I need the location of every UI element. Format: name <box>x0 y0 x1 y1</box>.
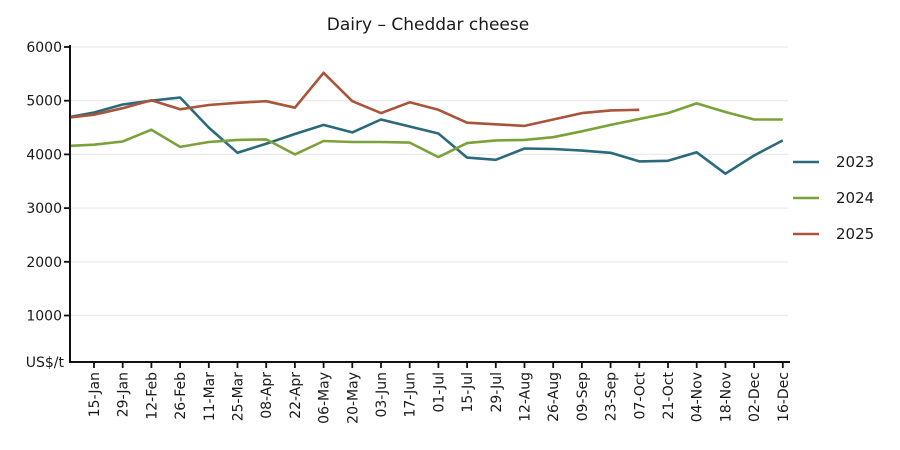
x-tick-label: 22-Apr <box>288 372 304 419</box>
legend: 2023 2024 2025 <box>793 153 874 243</box>
x-tick-label: 02-Dec <box>747 372 763 422</box>
plot-area: 6000 5000 4000 3000 2000 1000 15-Jan 29-Jan 12-F… <box>26 40 791 424</box>
x-tick-label: 26-Feb <box>173 372 189 420</box>
x-tick-label: 15-Jan <box>87 372 103 417</box>
x-tick-label: 04-Nov <box>690 372 706 422</box>
x-tick-label: 12-Feb <box>144 372 160 420</box>
x-tick-label: 15-Jul <box>460 372 476 413</box>
y-tick-label: 3000 <box>26 201 62 217</box>
legend-item-2023: 2023 <box>793 153 874 171</box>
x-tick-label: 29-Jul <box>489 372 505 413</box>
x-tick-label: 17-Jun <box>403 372 419 418</box>
x-tick-label: 11-Mar <box>202 372 218 422</box>
series-line-2024 <box>70 102 783 159</box>
x-tick-label: 08-Apr <box>259 372 275 419</box>
x-tick-label: 16-Dec <box>776 372 792 422</box>
x-tick-label: 20-May <box>345 372 361 424</box>
x-tick-label: 23-Sep <box>604 372 620 421</box>
series-line-2025 <box>70 71 640 128</box>
series-line-2023 <box>70 96 784 175</box>
y-axis-unit-label: US$/t <box>26 355 65 371</box>
x-tick-label: 12-Aug <box>518 372 534 422</box>
x-tick-label: 01-Jul <box>431 372 447 413</box>
x-tick-label: 07-Oct <box>632 371 648 419</box>
legend-label-2024: 2024 <box>836 189 874 207</box>
x-tick-label: 21-Oct <box>661 371 677 419</box>
chart-title: Dairy – Cheddar cheese <box>327 15 529 35</box>
x-tick-label: 26-Aug <box>546 372 562 422</box>
y-tick-label: 6000 <box>26 40 62 56</box>
x-tick-label: 09-Sep <box>575 372 591 421</box>
legend-item-2025: 2025 <box>793 225 874 243</box>
y-tick-label: 4000 <box>26 147 62 163</box>
y-tick-label: 1000 <box>26 309 62 325</box>
x-tick-label: 25-Mar <box>231 372 247 422</box>
legend-item-2024: 2024 <box>793 189 874 207</box>
y-tick-label: 2000 <box>26 255 62 271</box>
x-tick-label: 18-Nov <box>718 372 734 422</box>
legend-label-2025: 2025 <box>836 225 874 243</box>
legend-label-2023: 2023 <box>836 153 874 171</box>
x-tick-label: 29-Jan <box>116 372 132 417</box>
y-tick-label: 5000 <box>26 94 62 110</box>
x-tick-label: 06-May <box>317 372 333 424</box>
x-tick-label: 03-Jun <box>374 372 390 418</box>
